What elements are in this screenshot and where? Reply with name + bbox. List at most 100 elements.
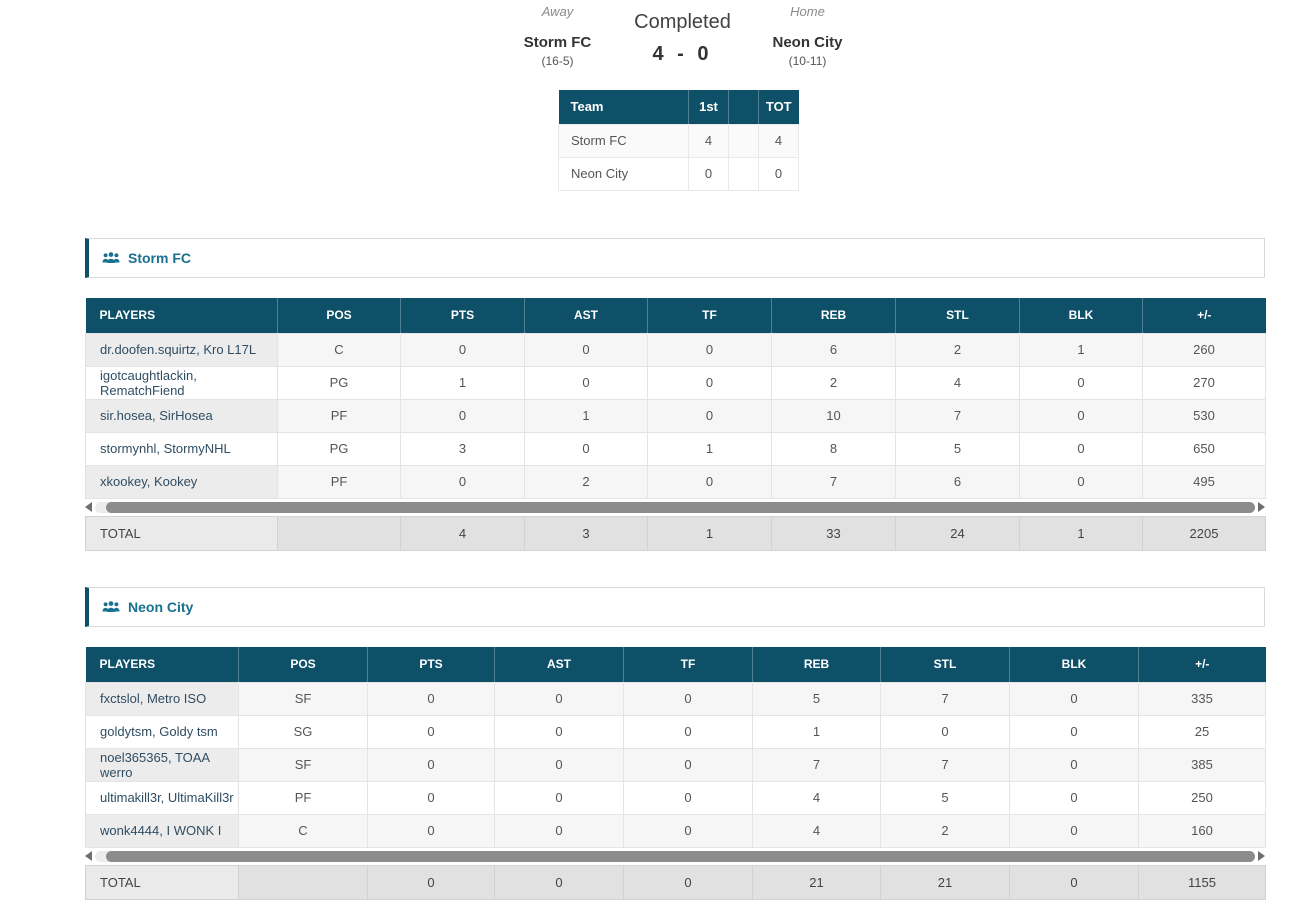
player-row: igotcaughtlackin, RematchFiend PG 1 0 0 2 4 0 27… [85, 365, 1266, 400]
stat-cell: 260 [1142, 332, 1266, 367]
total-stat-cell: 0 [1009, 864, 1139, 900]
away-team-block: Away Storm FC (16-5) [505, 4, 610, 68]
player-name-cell: dr.doofen.squirtz, Kro L17L [85, 332, 278, 367]
column-header-blank [728, 90, 759, 124]
stat-cell: 0 [367, 714, 495, 749]
column-header: POS [238, 647, 368, 682]
total-stat-cell: 2205 [1142, 515, 1266, 551]
score-summary-table: Team 1st TOT Storm FC 4 4 Neon City 0 0 [558, 90, 799, 191]
player-row: stormynhl, StormyNHL PG 3 0 1 8 5 0 650 [85, 431, 1266, 466]
total-stat-cell: 0 [367, 864, 495, 900]
stat-cell: 0 [1009, 813, 1139, 848]
total-row: TOTAL 0 0 0 21 21 0 1155 [85, 864, 1266, 900]
neon-city-total-table: TOTAL 0 0 0 21 21 0 1155 [85, 864, 1266, 900]
stat-cell: 1 [1019, 332, 1143, 367]
column-header: STL [895, 298, 1020, 333]
scrollbar-track[interactable] [95, 501, 1255, 513]
column-header: PTS [400, 298, 525, 333]
match-status-block: Completed 4 - 0 [623, 4, 743, 68]
stat-cell: 10 [771, 398, 896, 433]
stat-cell: 7 [771, 464, 896, 499]
scroll-left-arrow-icon[interactable] [85, 851, 92, 861]
stat-cell: 0 [1009, 780, 1139, 815]
score-row: Storm FC 4 4 [558, 123, 799, 158]
stat-cell: PF [238, 780, 368, 815]
column-header: TF [623, 647, 753, 682]
total-score-cell: 0 [758, 156, 799, 191]
team-panel-header: Neon City [85, 587, 1265, 627]
player-name-cell: sir.hosea, SirHosea [85, 398, 278, 433]
stat-cell: 0 [1019, 464, 1143, 499]
column-header: AST [494, 647, 624, 682]
storm-fc-stats-table: PLAYERS POS PTS AST TF REB STL BLK +/- dr.doofen… [85, 298, 1266, 499]
stat-cell: 0 [494, 747, 624, 782]
stat-cell: 25 [1138, 714, 1266, 749]
stat-cell: 4 [895, 365, 1020, 400]
horizontal-scrollbar[interactable] [85, 850, 1265, 863]
player-row: xkookey, Kookey PF 0 2 0 7 6 0 495 [85, 464, 1266, 499]
stat-cell: 3 [400, 431, 525, 466]
stat-cell: 650 [1142, 431, 1266, 466]
column-header: STL [880, 647, 1010, 682]
scrollbar-thumb[interactable] [106, 501, 1255, 513]
stat-cell: 530 [1142, 398, 1266, 433]
column-header: REB [752, 647, 881, 682]
scrollbar-track[interactable] [95, 850, 1255, 862]
total-stat-cell: 3 [524, 515, 648, 551]
player-row: noel365365, TOAA werro SF 0 0 0 7 7 0 385 [85, 747, 1266, 782]
stat-cell: 1 [647, 431, 772, 466]
stat-cell: SF [238, 747, 368, 782]
player-name-cell: stormynhl, StormyNHL [85, 431, 278, 466]
stat-cell: PF [277, 464, 401, 499]
total-stat-cell: 33 [771, 515, 896, 551]
scroll-left-arrow-icon[interactable] [85, 502, 92, 512]
player-row: wonk4444, I WONK I C 0 0 0 4 2 0 160 [85, 813, 1266, 848]
total-stat-cell: 1 [647, 515, 772, 551]
total-stat-cell: 1155 [1138, 864, 1266, 900]
column-header: PTS [367, 647, 495, 682]
score-summary-header-row: Team 1st TOT [558, 90, 799, 124]
stat-cell: SG [238, 714, 368, 749]
team-section-neon-city: Neon City PLAYERS POS PTS AST TF REB STL BLK +/-… [85, 587, 1266, 900]
column-header-team: Team [558, 90, 689, 124]
player-name-cell: noel365365, TOAA werro [85, 747, 239, 782]
player-name-cell: igotcaughtlackin, RematchFiend [85, 365, 278, 400]
stat-cell: 0 [1009, 714, 1139, 749]
horizontal-scrollbar[interactable] [85, 501, 1265, 514]
stat-cell: PG [277, 431, 401, 466]
total-stat-cell [238, 864, 368, 900]
total-label-cell: TOTAL [85, 515, 278, 551]
match-header: Away Storm FC (16-5) Completed 4 - 0 Hom… [505, 4, 860, 68]
total-stat-cell: 0 [623, 864, 753, 900]
column-header: AST [524, 298, 648, 333]
stat-cell: 0 [623, 780, 753, 815]
stat-cell: 0 [1009, 681, 1139, 716]
stat-cell: PF [277, 398, 401, 433]
stat-cell: 7 [752, 747, 881, 782]
stat-cell: 7 [880, 681, 1010, 716]
stat-cell: 0 [494, 813, 624, 848]
player-name-cell: wonk4444, I WONK I [85, 813, 239, 848]
stat-cell: 0 [367, 747, 495, 782]
away-label: Away [541, 4, 574, 19]
stat-cell: 0 [400, 398, 525, 433]
scroll-right-arrow-icon[interactable] [1258, 851, 1265, 861]
team-panel-header: Storm FC [85, 238, 1265, 278]
stat-cell: 8 [771, 431, 896, 466]
stat-cell: 160 [1138, 813, 1266, 848]
column-header: PLAYERS [85, 298, 278, 333]
stat-cell: 250 [1138, 780, 1266, 815]
score-row: Neon City 0 0 [558, 156, 799, 191]
stat-cell: 0 [623, 813, 753, 848]
stat-cell: 0 [367, 681, 495, 716]
scroll-right-arrow-icon[interactable] [1258, 502, 1265, 512]
stat-cell: 495 [1142, 464, 1266, 499]
storm-fc-total-table: TOTAL 4 3 1 33 24 1 2205 [85, 515, 1266, 551]
total-stat-cell: 24 [895, 515, 1020, 551]
period-score-cell: 0 [688, 156, 729, 191]
home-label: Home [790, 4, 825, 19]
period-score-cell: 4 [688, 123, 729, 158]
scrollbar-thumb[interactable] [106, 850, 1255, 862]
stat-cell: 5 [895, 431, 1020, 466]
